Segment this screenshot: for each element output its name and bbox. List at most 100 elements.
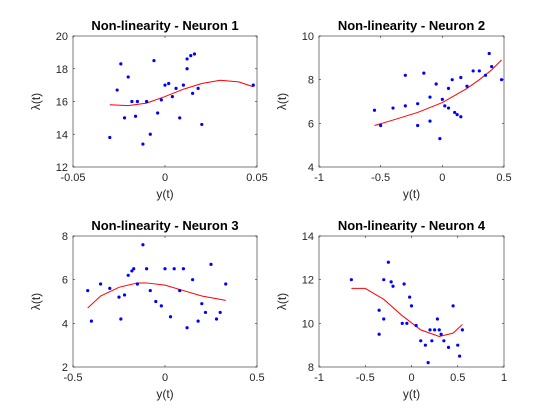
y-tick-label: 16 [56, 97, 68, 109]
data-point [218, 310, 222, 315]
data-point [99, 282, 103, 286]
data-point [409, 304, 414, 308]
data-point [86, 288, 90, 293]
data-layer [372, 51, 504, 141]
subplot-1: -0.05 0 0.05 12 14 16 18 20 Non-linearity - Neur… [29, 18, 268, 201]
data-point [349, 278, 353, 282]
fit-curve [87, 282, 226, 309]
data-point [148, 288, 152, 293]
data-point [487, 51, 491, 56]
data-point [167, 81, 171, 86]
x-tick-label: -0.5 [356, 372, 375, 384]
data-point [400, 321, 404, 325]
data-point [203, 310, 208, 315]
data-point [159, 98, 163, 102]
fit-curve [374, 59, 502, 126]
data-point [446, 106, 451, 110]
data-point [465, 84, 469, 88]
data-point [191, 278, 195, 282]
data-point [130, 269, 134, 273]
data-point [455, 113, 459, 117]
y-axis-label: λ(t) [275, 293, 289, 310]
data-point [414, 323, 418, 328]
y-tick-label: 8 [62, 231, 68, 243]
data-point [122, 293, 127, 297]
data-point [438, 137, 442, 141]
subplot-3: -0.5 0 0.5 2 4 6 8 Non-linearity - Neuron 3 y(t)… [29, 218, 265, 401]
data-point [408, 295, 412, 299]
data-point [442, 339, 446, 343]
x-tick-label: -0.5 [64, 372, 83, 384]
data-point [126, 75, 130, 79]
data-point [483, 73, 488, 77]
data-point [477, 69, 481, 73]
data-point [163, 83, 167, 87]
data-point [459, 115, 463, 119]
y-tick-label: 18 [56, 64, 68, 76]
data-point [372, 108, 377, 112]
data-point [181, 83, 185, 87]
data-point [379, 123, 383, 128]
data-point [403, 73, 407, 77]
data-point [437, 328, 441, 332]
x-tick-label: -1 [314, 372, 324, 384]
data-point [126, 273, 130, 277]
data-point [403, 104, 407, 108]
x-tick-label: -0.05 [60, 172, 85, 184]
data-point [122, 116, 127, 120]
data-point [133, 114, 138, 118]
data-point [119, 317, 123, 321]
data-point [181, 267, 185, 271]
x-axis-label: y(t) [403, 387, 420, 401]
data-point [152, 58, 156, 63]
data-point [428, 328, 432, 332]
data-point [434, 82, 438, 86]
data-point [382, 278, 386, 282]
data-point [440, 97, 444, 101]
subplot-2: -1 -0.5 0 0.5 4 6 8 10 Non-linearity - Neuron 2 y… [275, 18, 512, 201]
data-point [453, 110, 457, 115]
data-point [382, 317, 386, 321]
data-point [389, 280, 393, 284]
y-tick-label: 2 [62, 362, 68, 374]
data-point [428, 95, 432, 99]
data-point [402, 282, 406, 286]
plot-area [72, 235, 258, 368]
data-point [178, 288, 182, 293]
y-tick-label: 10 [302, 318, 314, 330]
y-tick-label: 10 [302, 31, 314, 43]
data-layer [86, 243, 228, 330]
data-point [117, 295, 121, 299]
y-axis-label: λ(t) [29, 293, 43, 310]
chart-title: Non-linearity - Neuron 3 [91, 218, 238, 233]
data-point [456, 343, 460, 347]
data-point [443, 104, 447, 108]
data-point [416, 123, 420, 128]
chart-title: Non-linearity - Neuron 4 [338, 218, 486, 233]
data-point [422, 71, 426, 75]
x-axis-label: y(t) [156, 187, 173, 201]
plot-area [72, 35, 258, 168]
data-point [214, 317, 219, 321]
data-point [141, 243, 145, 247]
data-point [135, 99, 139, 104]
data-point [174, 86, 178, 90]
data-point [377, 332, 381, 336]
data-point [145, 267, 149, 271]
data-point [185, 326, 189, 330]
data-point [446, 86, 451, 90]
data-point [426, 361, 430, 365]
y-tick-label: 8 [308, 362, 314, 374]
y-tick-label: 14 [56, 129, 68, 141]
data-point [132, 267, 136, 271]
y-tick-label: 20 [56, 31, 68, 43]
y-tick-label: 4 [308, 162, 314, 174]
x-tick-label: 0.5 [249, 372, 264, 384]
data-point [251, 83, 255, 87]
x-tick-label: 0.5 [450, 372, 465, 384]
plot-area [318, 235, 505, 368]
data-point [185, 67, 189, 71]
data-point [156, 111, 160, 115]
data-point [185, 57, 189, 61]
